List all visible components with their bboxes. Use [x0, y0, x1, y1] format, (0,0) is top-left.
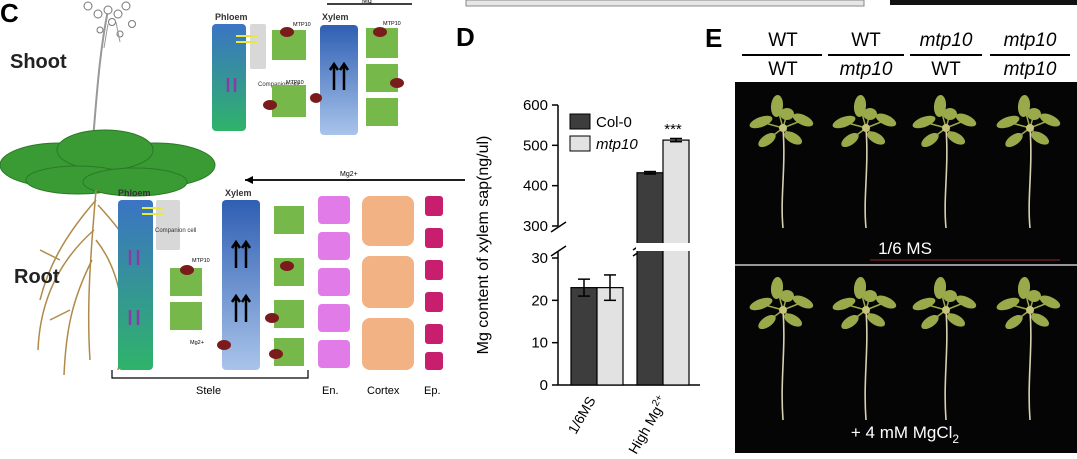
shoot-mtp10-label-2: MTP10: [383, 21, 401, 27]
bar-col-0-0: [570, 287, 598, 386]
condition-2-base: + 4 mM MgCl: [851, 423, 953, 442]
y-axis-label: Mg content of xylem sap(ng/ul): [475, 136, 492, 355]
ep-label: Ep.: [424, 385, 441, 397]
x-tick-2: High Mg2+: [624, 393, 671, 457]
epidermis-cells: [425, 196, 443, 370]
seedling-1-4: [996, 95, 1061, 229]
y-tick-label-0: 0: [540, 377, 548, 394]
root-phloem-label: Phloem: [118, 188, 151, 198]
panel-e-letter: E: [705, 23, 722, 53]
root-schematic: Mg2+ Phloem Xylem Companion cell: [111, 171, 465, 397]
root-companion-label: Companion cell: [155, 228, 196, 234]
genotype-1-top: WT: [768, 30, 798, 51]
legend-label-col-0: Col-0: [596, 114, 632, 131]
shoot-mesophyll-2: [366, 64, 398, 92]
y-tick-label-20: 20: [531, 292, 548, 309]
seedling-2-4: [996, 277, 1061, 421]
bars: [570, 139, 690, 386]
genotype-2-bottom: mtp10: [840, 59, 893, 80]
condition-2-sub: 2: [952, 432, 959, 446]
shoot-parenchyma-2: [272, 85, 306, 117]
significance-marker: ***: [664, 121, 682, 138]
root-mtp10-label: MTP10: [192, 258, 210, 264]
endodermis-cells: [318, 196, 350, 368]
panel-d: D Mg content of xylem sap(ng/ul) 0 10 20 30…: [456, 22, 700, 457]
panel-d-letter: D: [456, 22, 475, 52]
seedling-photo-background: [735, 82, 1077, 453]
mtp10-transporters: [263, 27, 404, 110]
panel-c: C: [0, 0, 465, 397]
legend-swatch-mtp10: [569, 135, 591, 152]
y-tick-label-30: 30: [531, 250, 548, 267]
root-label: Root: [14, 266, 60, 288]
error-bars: [578, 137, 682, 302]
seedling-1-1: [749, 95, 814, 229]
y-tick-label-600: 600: [523, 97, 548, 114]
shoot-mesophyll-3: [366, 98, 398, 126]
genotype-4-bottom: mtp10: [1004, 59, 1057, 80]
root-xylem-vessel: [222, 200, 260, 370]
legend: Col-0 mtp10: [569, 113, 638, 153]
genotype-1-bottom: WT: [768, 59, 798, 80]
root-pericycle-2: [170, 302, 202, 330]
en-label: En.: [322, 385, 339, 397]
cortex-cells: [362, 196, 414, 370]
genotype-2-top: WT: [851, 30, 881, 51]
stele-label: Stele: [196, 385, 221, 397]
y-tick-label-400: 400: [523, 178, 548, 195]
bar-mtp10-0: [596, 287, 624, 386]
genotype-3-top: mtp10: [920, 30, 973, 51]
shoot-xylem-label: Xylem: [322, 12, 349, 22]
flower-head: [83, 1, 136, 38]
genotype-3-bottom: WT: [931, 59, 961, 80]
shoot-mtp10-label: MTP10: [293, 22, 311, 28]
root-xylem-label: Xylem: [225, 188, 252, 198]
genotype-4-top: mtp10: [1004, 30, 1057, 51]
panel-c-letter: C: [0, 0, 19, 28]
panel-e: E WT WT WT mtp10 mtp10 WT mtp10 mtp10 1/…: [705, 23, 1077, 453]
x-tick-2-sup: 2+: [650, 393, 665, 409]
root-pericycle-3: [274, 206, 304, 234]
shoot-schematic: Mg Phloem Xylem Companion cell MTP10: [212, 0, 412, 135]
shoot-xylem-vessel: [320, 25, 358, 135]
y-tick-label-300: 300: [523, 218, 548, 235]
shoot-mtp10-label-3: MTP10: [286, 80, 304, 86]
shoot-label: Shoot: [10, 51, 67, 73]
y-tick-label-10: 10: [531, 335, 548, 352]
seedling-2-3: [912, 277, 977, 421]
photo-strip-fragment-dark: [890, 0, 1077, 5]
shoot-phloem-cell: [212, 24, 246, 131]
root-mg2-label: Mg2+: [190, 340, 204, 346]
shoot-companion-cell: [250, 24, 266, 69]
axis-break-mark-upper: [550, 221, 567, 233]
seedling-2-1: [749, 277, 814, 421]
seedlings: [749, 95, 1061, 421]
seedling-2-2: [832, 277, 897, 421]
cortex-label: Cortex: [367, 385, 400, 397]
root-phloem-cell: [118, 200, 153, 370]
seedling-1-2: [832, 95, 897, 229]
shoot-phloem-label: Phloem: [215, 12, 248, 22]
bar-col-0-1: [636, 172, 664, 386]
photo-strip-fragment: [465, 0, 865, 7]
legend-label-mtp10: mtp10: [596, 136, 638, 153]
seedling-1-3: [912, 95, 977, 229]
x-tick-1: 1/6MS: [565, 394, 599, 437]
root-mg-label: Mg2+: [340, 171, 358, 178]
root-mtp10-transporters: [180, 261, 294, 359]
x-tick-2-base: High Mg: [625, 403, 665, 456]
y-tick-label-500: 500: [523, 137, 548, 154]
shoot-mg-label: Mg: [362, 0, 372, 5]
plant-illustration: [0, 1, 216, 376]
condition-1-label: 1/6 MS: [878, 239, 932, 258]
stele-bracket: [111, 370, 309, 379]
root-companion-cell: [156, 200, 180, 250]
rosette-leaves: [0, 129, 216, 197]
condition-2-label: + 4 mM MgCl2: [851, 423, 960, 446]
bar-mtp10-1: [662, 139, 690, 386]
legend-swatch-col-0: [569, 113, 591, 130]
bar-break-gap: [636, 243, 690, 251]
axis-break-mark-lower: [550, 245, 567, 257]
root-pericycle-5: [274, 300, 304, 328]
